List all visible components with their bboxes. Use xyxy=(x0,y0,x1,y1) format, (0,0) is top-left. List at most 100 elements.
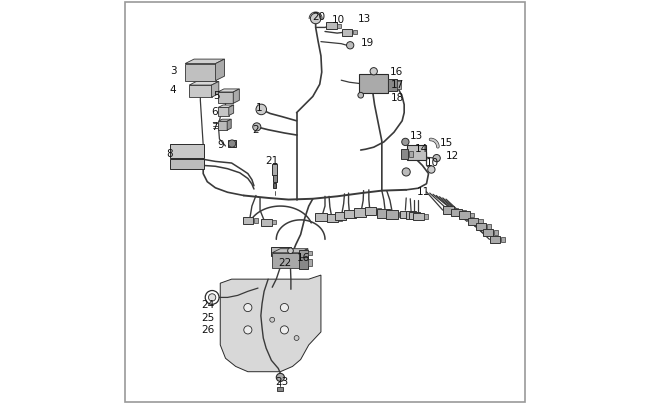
Polygon shape xyxy=(220,275,321,372)
Text: 17: 17 xyxy=(391,80,404,90)
Circle shape xyxy=(256,105,266,115)
Polygon shape xyxy=(233,90,239,104)
Text: 4: 4 xyxy=(170,85,177,94)
Bar xyxy=(344,211,356,219)
Circle shape xyxy=(294,336,299,341)
Circle shape xyxy=(253,124,261,132)
Bar xyxy=(342,30,352,37)
Bar xyxy=(451,209,462,217)
Bar xyxy=(417,213,421,217)
Bar xyxy=(478,220,482,224)
Text: 21: 21 xyxy=(265,156,279,165)
Bar xyxy=(272,221,276,225)
Circle shape xyxy=(428,166,435,174)
Text: 16: 16 xyxy=(297,252,310,262)
Circle shape xyxy=(228,141,236,148)
Text: 9: 9 xyxy=(217,140,224,149)
Bar xyxy=(354,209,365,217)
Bar xyxy=(308,260,312,266)
Text: 24: 24 xyxy=(202,300,215,309)
Polygon shape xyxy=(216,60,224,81)
Polygon shape xyxy=(189,86,211,98)
Bar xyxy=(400,211,411,218)
Polygon shape xyxy=(211,82,219,98)
Bar xyxy=(366,211,370,215)
Bar xyxy=(365,207,376,215)
Text: 1: 1 xyxy=(256,102,263,112)
Text: 13: 13 xyxy=(410,130,423,140)
Bar xyxy=(378,209,389,218)
Bar xyxy=(339,216,343,221)
Text: 10: 10 xyxy=(332,15,344,25)
Circle shape xyxy=(244,304,252,312)
Bar xyxy=(272,176,277,182)
Text: 5: 5 xyxy=(213,91,220,101)
Bar xyxy=(337,25,341,29)
Bar xyxy=(494,231,498,235)
Circle shape xyxy=(280,304,289,312)
Bar xyxy=(483,229,493,237)
Bar xyxy=(272,164,278,176)
Text: 2: 2 xyxy=(252,125,259,134)
Polygon shape xyxy=(218,108,229,116)
Circle shape xyxy=(402,168,410,177)
Polygon shape xyxy=(227,120,231,131)
Text: 8: 8 xyxy=(166,149,172,159)
Polygon shape xyxy=(218,106,233,108)
Circle shape xyxy=(209,294,216,301)
Bar xyxy=(261,219,272,226)
Circle shape xyxy=(346,43,354,50)
Bar xyxy=(359,75,388,94)
Text: 18: 18 xyxy=(391,93,404,103)
Text: 7: 7 xyxy=(211,122,218,132)
Bar xyxy=(356,212,360,217)
Text: 3: 3 xyxy=(170,66,177,75)
Bar xyxy=(420,214,424,218)
Bar xyxy=(424,215,428,219)
Text: 6: 6 xyxy=(211,107,218,116)
Bar xyxy=(409,152,413,158)
Bar xyxy=(454,209,458,213)
Bar xyxy=(390,211,394,217)
Bar xyxy=(273,184,276,189)
Circle shape xyxy=(270,318,275,322)
Bar xyxy=(254,219,257,223)
Text: 23: 23 xyxy=(275,377,289,386)
Bar xyxy=(413,213,424,221)
Bar xyxy=(471,213,474,217)
Bar xyxy=(298,258,307,269)
Text: 22: 22 xyxy=(278,258,291,267)
Bar xyxy=(298,250,307,257)
Text: 25: 25 xyxy=(202,312,215,322)
Polygon shape xyxy=(300,249,308,269)
Bar xyxy=(399,212,403,217)
Polygon shape xyxy=(218,122,227,131)
Bar xyxy=(308,252,312,256)
Bar xyxy=(326,23,337,30)
Text: 13: 13 xyxy=(358,15,372,24)
Polygon shape xyxy=(185,64,216,81)
Bar xyxy=(272,247,291,256)
Bar xyxy=(409,213,420,220)
Bar xyxy=(278,387,283,391)
Text: 19: 19 xyxy=(360,38,374,48)
Bar xyxy=(467,218,478,226)
Polygon shape xyxy=(218,93,233,104)
Bar xyxy=(326,215,338,223)
Bar xyxy=(411,213,415,217)
Text: 10: 10 xyxy=(426,158,439,168)
Bar xyxy=(487,225,491,229)
Circle shape xyxy=(244,326,252,334)
Text: 20: 20 xyxy=(312,12,325,22)
Bar xyxy=(407,145,426,161)
Bar xyxy=(352,31,357,35)
Bar xyxy=(386,210,398,219)
Circle shape xyxy=(311,14,321,25)
Bar xyxy=(401,150,408,160)
Bar xyxy=(443,207,454,214)
Bar xyxy=(227,141,237,148)
Circle shape xyxy=(402,139,409,146)
Circle shape xyxy=(433,155,440,162)
Circle shape xyxy=(280,326,289,334)
Circle shape xyxy=(276,373,285,382)
